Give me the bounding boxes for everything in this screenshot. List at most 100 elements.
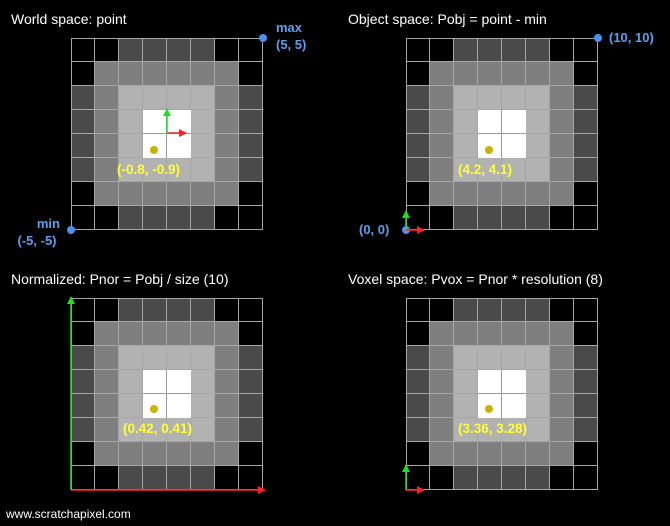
voxel-cell <box>95 370 119 394</box>
voxel-cell <box>526 370 550 394</box>
voxel-cell <box>478 322 502 346</box>
voxel-cell <box>239 394 263 418</box>
min-corner-label: min (-5, -5) <box>12 215 62 249</box>
voxel-cell <box>478 62 502 86</box>
voxel-cell <box>526 418 550 442</box>
voxel-cell <box>191 394 215 418</box>
voxel-cell <box>215 86 239 110</box>
voxel-cell <box>71 182 95 206</box>
voxel-cell <box>454 158 478 182</box>
voxel-cell <box>215 298 239 322</box>
voxel-space-voxel-grid <box>406 298 598 490</box>
voxel-cell <box>119 86 143 110</box>
voxel-cell <box>478 206 502 230</box>
voxel-cell <box>191 346 215 370</box>
sample-point <box>150 405 158 413</box>
voxel-cell <box>95 298 119 322</box>
voxel-cell <box>167 62 191 86</box>
voxel-cell <box>167 158 191 182</box>
voxel-cell <box>95 38 119 62</box>
voxel-cell <box>454 182 478 206</box>
voxel-cell <box>430 466 454 490</box>
voxel-cell <box>71 206 95 230</box>
min-label-title: min <box>36 216 60 231</box>
voxel-cell <box>478 38 502 62</box>
min-label-value: (-5, -5) <box>17 233 57 248</box>
voxel-cell <box>550 206 574 230</box>
voxel-cell <box>191 442 215 466</box>
voxel-cell <box>167 86 191 110</box>
voxel-cell <box>95 346 119 370</box>
voxel-cell <box>95 206 119 230</box>
voxel-cell <box>550 62 574 86</box>
voxel-cell <box>215 206 239 230</box>
voxel-cell <box>526 110 550 134</box>
voxel-cell <box>71 134 95 158</box>
voxel-cell <box>502 62 526 86</box>
max-corner-point <box>259 34 267 42</box>
voxel-cell <box>95 182 119 206</box>
voxel-cell <box>454 206 478 230</box>
voxel-cell <box>191 418 215 442</box>
voxel-cell <box>119 418 143 442</box>
voxel-cell <box>191 110 215 134</box>
voxel-cell <box>502 182 526 206</box>
voxel-cell <box>526 62 550 86</box>
max-corner-point <box>594 34 602 42</box>
voxel-cell <box>550 394 574 418</box>
voxel-cell <box>454 298 478 322</box>
voxel-cell <box>191 298 215 322</box>
voxel-cell <box>406 322 430 346</box>
voxel-cell <box>574 346 598 370</box>
voxel-cell <box>574 394 598 418</box>
voxel-cell <box>406 298 430 322</box>
voxel-cell <box>478 418 502 442</box>
min-corner-label: (0, 0) <box>359 222 390 237</box>
voxel-cell <box>550 442 574 466</box>
voxel-cell <box>550 370 574 394</box>
voxel-cell <box>119 442 143 466</box>
voxel-cell <box>143 158 167 182</box>
voxel-cell <box>526 134 550 158</box>
sample-point <box>485 146 493 154</box>
object-space-voxel-grid <box>406 38 598 230</box>
voxel-cell <box>95 134 119 158</box>
voxel-cell <box>454 370 478 394</box>
voxel-cell <box>454 110 478 134</box>
voxel-cell <box>502 346 526 370</box>
voxel-cell <box>215 134 239 158</box>
max-corner-label: max (5, 5) <box>276 19 306 53</box>
point-coordinate-label: (4.2, 4.1) <box>458 162 513 177</box>
voxel-cell <box>215 38 239 62</box>
voxel-cell <box>215 370 239 394</box>
voxel-cell <box>550 182 574 206</box>
voxel-cell <box>119 322 143 346</box>
voxel-cell <box>167 346 191 370</box>
voxel-cell <box>526 346 550 370</box>
voxel-cell <box>550 158 574 182</box>
voxel-cell <box>239 346 263 370</box>
voxel-cell <box>454 62 478 86</box>
panel-object-title: Object space: Pobj = point - min <box>348 11 547 27</box>
voxel-cell <box>478 442 502 466</box>
voxel-cell <box>454 442 478 466</box>
voxel-cell <box>550 110 574 134</box>
voxel-cell <box>430 182 454 206</box>
voxel-cell <box>454 346 478 370</box>
voxel-cell <box>167 322 191 346</box>
voxel-cell <box>95 418 119 442</box>
max-label-value: (5, 5) <box>276 37 307 52</box>
voxel-cell <box>215 110 239 134</box>
voxel-cell <box>167 418 191 442</box>
voxel-cell <box>502 466 526 490</box>
voxel-cell <box>239 62 263 86</box>
voxel-cell <box>215 418 239 442</box>
voxel-cell <box>143 298 167 322</box>
voxel-cell <box>95 442 119 466</box>
voxel-cell <box>191 86 215 110</box>
voxel-cell <box>526 442 550 466</box>
voxel-cell <box>239 158 263 182</box>
max-corner-label: (10, 10) <box>609 30 654 45</box>
voxel-cell <box>526 394 550 418</box>
voxel-cell <box>430 38 454 62</box>
